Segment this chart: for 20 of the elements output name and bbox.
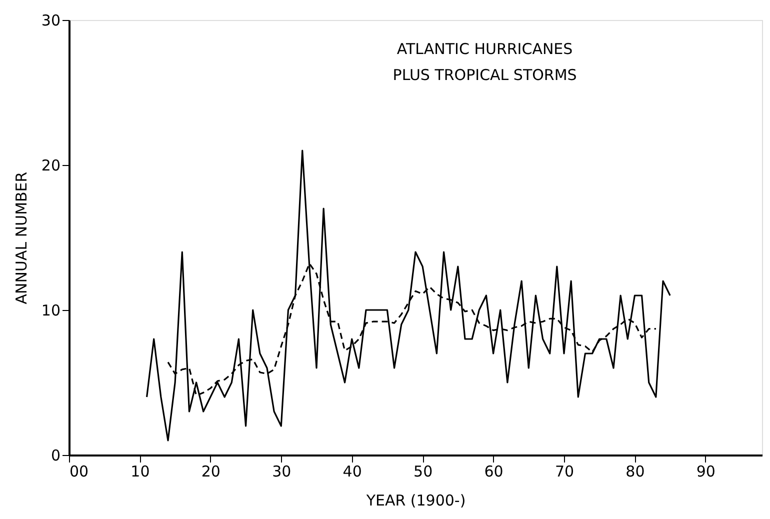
y-tick-label: 30 — [41, 12, 60, 30]
x-axis-title: YEAR (1900-) — [365, 492, 466, 510]
x-tick-label: 70 — [554, 462, 574, 480]
x-tick-label: 30 — [272, 462, 292, 480]
x-tick-label: 20 — [201, 462, 220, 480]
annotation: PLUS TROPICAL STORMS — [392, 66, 577, 84]
x-tick-label: 60 — [484, 462, 504, 480]
line-series — [167, 262, 657, 396]
x-tick-label: 50 — [414, 462, 433, 480]
x-tick-label: 90 — [696, 462, 716, 480]
x-tick-label: 10 — [130, 462, 150, 480]
y-tick-label: 0 — [50, 446, 60, 464]
x-tick-label: 00 — [70, 462, 89, 480]
x-tick-label: 80 — [626, 462, 645, 480]
y-tick-label: 20 — [41, 156, 60, 174]
annotation: ATLANTIC HURRICANES — [396, 40, 573, 58]
y-tick-label: 10 — [41, 302, 60, 320]
x-tick-label: 40 — [342, 462, 362, 480]
y-axis-title: ANNUAL NUMBER — [12, 172, 30, 304]
line-series — [146, 150, 671, 442]
